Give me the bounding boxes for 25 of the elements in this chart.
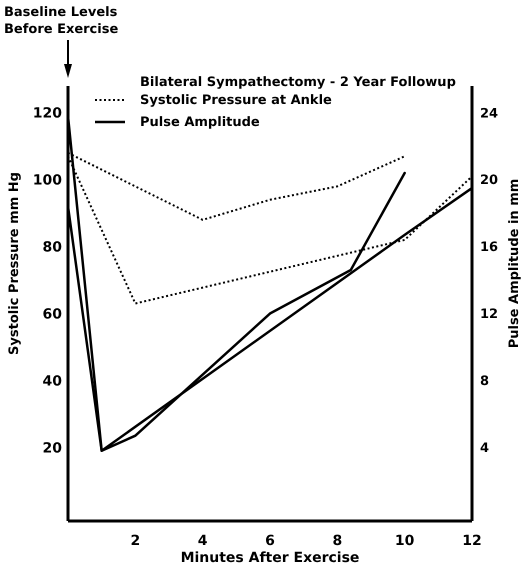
text: Baseline Levels Before Exercise <box>4 5 118 37</box>
y2-tick-label: 20 <box>480 173 498 188</box>
y-tick-label: 20 <box>42 440 62 456</box>
y2-tick-label: 16 <box>480 240 498 256</box>
y2-axis-title: Pulse Amplitude in mm <box>507 178 522 348</box>
y-axis-title: Systolic Pressure mm Hg <box>7 172 22 355</box>
y-tick-label: 100 <box>32 172 62 189</box>
x-tick-label: 6 <box>265 533 275 549</box>
x-tick-label: 10 <box>394 533 415 549</box>
x-tick-label: 2 <box>130 533 140 549</box>
x-axis-title: Minutes After Exercise <box>180 550 360 566</box>
y-tick-label: 80 <box>42 240 62 256</box>
y-tick-label: 60 <box>42 306 62 322</box>
y2-tick-label: 12 <box>480 307 498 322</box>
y2-tick-label: 24 <box>480 106 498 122</box>
x-tick-label: 12 <box>462 533 482 549</box>
y-tick-label: 120 <box>32 106 62 122</box>
legend-label: Systolic Pressure at Ankle <box>140 93 332 108</box>
x-tick-label: 4 <box>198 533 208 549</box>
y2-tick-label: 4 <box>480 440 490 456</box>
y2-tick-label: 8 <box>480 374 490 390</box>
y-tick-label: 40 <box>42 373 62 390</box>
legend-label: Pulse Amplitude <box>140 115 260 130</box>
chart-title: Bilateral Sympathectomy - 2 Year Followup <box>140 75 456 90</box>
x-tick-label: 8 <box>332 533 342 549</box>
